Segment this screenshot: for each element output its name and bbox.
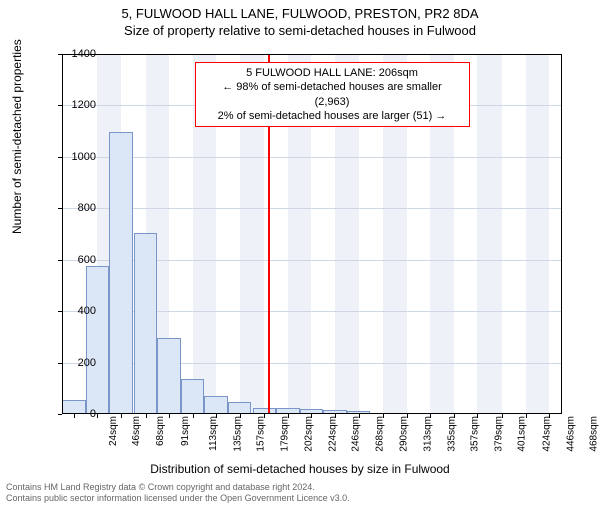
x-tick-mark (407, 414, 408, 418)
x-tick-label: 224sqm (327, 416, 338, 452)
x-tick-mark (430, 414, 431, 418)
x-tick-label: 246sqm (351, 416, 362, 452)
x-tick-label: 268sqm (375, 416, 386, 452)
x-tick-label: 68sqm (155, 416, 166, 446)
x-tick-mark (526, 414, 527, 418)
x-tick-mark (97, 414, 98, 418)
x-tick-mark (146, 414, 147, 418)
x-tick-mark (216, 414, 217, 418)
chart-title-line1: 5, FULWOOD HALL LANE, FULWOOD, PRESTON, … (0, 6, 600, 23)
x-tick-label: 424sqm (542, 416, 553, 452)
x-tick-mark (359, 414, 360, 418)
x-tick-label: 202sqm (304, 416, 315, 452)
x-tick-label: 468sqm (589, 416, 600, 452)
x-tick-label: 135sqm (232, 416, 243, 452)
x-tick-mark (193, 414, 194, 418)
y-axis-label: Number of semi-detached properties (10, 39, 24, 234)
x-tick-label: 357sqm (470, 416, 481, 452)
x-tick-label: 313sqm (423, 416, 434, 452)
x-tick-label: 179sqm (279, 416, 290, 452)
x-tick-label: 379sqm (493, 416, 504, 452)
x-tick-mark (502, 414, 503, 418)
y-tick-label: 1000 (56, 151, 96, 163)
x-tick-label: 46sqm (131, 416, 142, 446)
footer-line2: Contains public sector information licen… (6, 493, 350, 504)
footer-line1: Contains HM Land Registry data © Crown c… (6, 482, 350, 493)
y-tick-label: 200 (56, 357, 96, 369)
x-tick-mark (169, 414, 170, 418)
y-tick-label: 1200 (56, 99, 96, 111)
plot-border (62, 54, 562, 414)
x-tick-label: 446sqm (565, 416, 576, 452)
x-tick-label: 335sqm (446, 416, 457, 452)
y-tick-label: 1400 (56, 48, 96, 60)
x-tick-label: 157sqm (256, 416, 267, 452)
x-tick-mark (549, 414, 550, 418)
x-tick-mark (311, 414, 312, 418)
footer-attribution: Contains HM Land Registry data © Crown c… (6, 482, 350, 504)
x-tick-mark (454, 414, 455, 418)
x-tick-mark (264, 414, 265, 418)
y-tick-label: 800 (56, 202, 96, 214)
x-axis-label: Distribution of semi-detached houses by … (0, 462, 600, 476)
plot-area: 5 FULWOOD HALL LANE: 206sqm ← 98% of sem… (62, 54, 562, 414)
x-tick-label: 24sqm (108, 416, 119, 446)
x-tick-label: 401sqm (517, 416, 528, 452)
x-tick-label: 290sqm (398, 416, 409, 452)
y-tick-label: 600 (56, 254, 96, 266)
chart-container: 5, FULWOOD HALL LANE, FULWOOD, PRESTON, … (0, 6, 600, 506)
x-tick-mark (288, 414, 289, 418)
x-tick-mark (121, 414, 122, 418)
x-tick-label: 113sqm (208, 416, 219, 451)
x-tick-mark (240, 414, 241, 418)
x-tick-mark (477, 414, 478, 418)
x-tick-mark (383, 414, 384, 418)
y-tick-label: 0 (56, 408, 96, 420)
x-tick-mark (335, 414, 336, 418)
x-tick-label: 91sqm (180, 416, 191, 446)
chart-title-line2: Size of property relative to semi-detach… (0, 23, 600, 38)
y-tick-label: 400 (56, 305, 96, 317)
